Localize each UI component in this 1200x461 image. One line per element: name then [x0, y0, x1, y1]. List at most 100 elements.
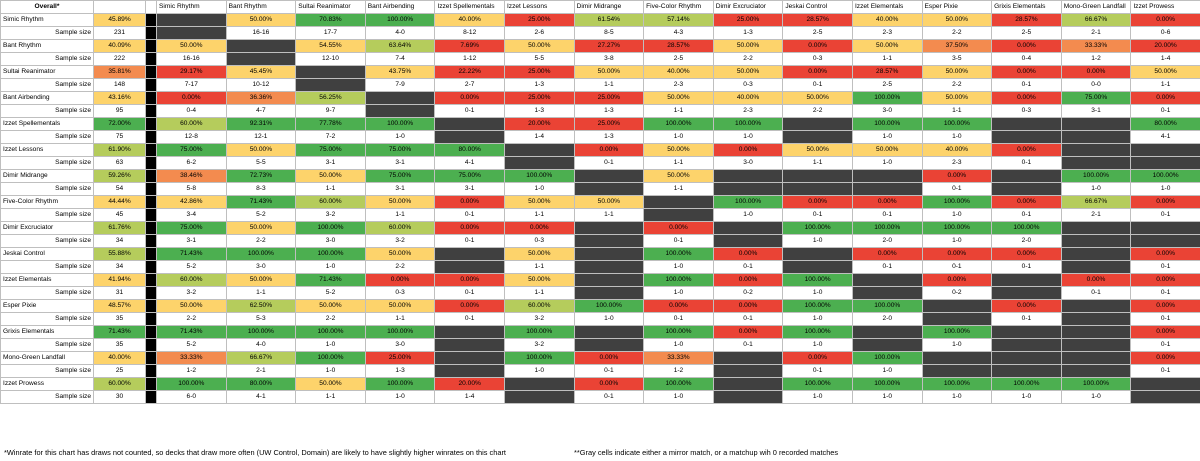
- winrate-cell: 43.75%: [364, 65, 436, 79]
- record-cell: 0-1: [782, 208, 853, 222]
- record-cell: 3-2: [295, 208, 366, 222]
- winrate-cell: 50.00%: [364, 299, 436, 313]
- sample-row-esper-pixie: Sample size 35 2-2 5-3 2-2 1-1 0-1 3-2 1-0 0-1 0-1…: [0, 312, 1200, 326]
- overall-sample-size-jeskai-control: 34: [93, 260, 146, 274]
- record-cell: 0-1: [643, 234, 714, 248]
- winrate-cell: 71.43%: [225, 195, 297, 209]
- record-cell: 2-2: [364, 260, 436, 274]
- winrate-cell: 100.00%: [921, 325, 993, 339]
- record-cell: 12-1: [225, 130, 297, 144]
- gray-cell: [573, 260, 645, 274]
- winrate-cell: 0.00%: [991, 299, 1062, 313]
- record-cell: 1-1: [921, 104, 993, 118]
- separator-cell: [145, 78, 157, 92]
- winrate-cell: 40.00%: [851, 13, 923, 27]
- record-cell: 2-0: [851, 234, 923, 248]
- winrate-cell: 100.00%: [156, 377, 227, 391]
- record-cell: 0-1: [851, 208, 923, 222]
- overall-sample-size-bant-rhythm: 222: [93, 52, 146, 66]
- column-header-izzet-spellementals: Izzet Spellementals: [434, 0, 505, 14]
- winrate-cell: 63.64%: [364, 39, 436, 53]
- gray-cell: [295, 78, 366, 92]
- record-cell: 7-9: [364, 78, 436, 92]
- gray-cell: [991, 286, 1062, 300]
- winrate-cell: 50.00%: [156, 39, 227, 53]
- record-cell: 5-8: [156, 182, 227, 196]
- winrate-cell: 50.00%: [503, 195, 575, 209]
- gray-cell: [1130, 377, 1200, 391]
- winrate-cell: 36.36%: [225, 91, 297, 105]
- record-cell: 0-1: [1130, 312, 1200, 326]
- row-name-five-color-rhythm: Five-Color Rhythm: [0, 195, 94, 209]
- record-cell: 1-0: [851, 130, 923, 144]
- column-header-simic-rhythm: Simic Rhythm: [156, 0, 227, 14]
- record-cell: 2-3: [851, 26, 923, 40]
- separator-cell: [145, 91, 157, 105]
- gray-cell: [921, 351, 993, 365]
- winrate-cell: 100.00%: [851, 117, 923, 131]
- gray-cell: [434, 260, 505, 274]
- record-cell: 0-1: [573, 364, 645, 378]
- gray-cell: [434, 130, 505, 144]
- winrate-cell: 75.00%: [364, 143, 436, 157]
- sample-size-label: Sample size: [0, 156, 94, 170]
- winrate-cell: 80.00%: [225, 377, 297, 391]
- record-cell: 7-2: [295, 130, 366, 144]
- winrate-cell: 0.00%: [712, 273, 784, 287]
- record-cell: 0-1: [712, 312, 784, 326]
- record-cell: 1-0: [295, 364, 366, 378]
- record-cell: 3-1: [364, 156, 436, 170]
- record-cell: 0-1: [1130, 286, 1200, 300]
- record-cell: 0-3: [503, 234, 575, 248]
- record-cell: 0-1: [991, 260, 1062, 274]
- record-cell: 3-1: [156, 234, 227, 248]
- record-cell: 7-17: [156, 78, 227, 92]
- sample-row-izzet-elementals: Sample size 31 3-2 1-1 5-2 0-3 0-1 1-1 1-0 0-2 1-0…: [0, 286, 1200, 300]
- gray-cell: [1060, 325, 1132, 339]
- record-cell: 2-5: [643, 52, 714, 66]
- record-cell: 1-1: [503, 208, 575, 222]
- winrate-cell: 28.57%: [991, 13, 1062, 27]
- winrate-cell: 0.00%: [1130, 195, 1200, 209]
- gray-cell: [851, 182, 923, 196]
- record-cell: 1-0: [712, 208, 784, 222]
- gray-cell: [643, 208, 714, 222]
- record-cell: 1-1: [851, 52, 923, 66]
- matchup-row-five-color-rhythm: Five-Color Rhythm 44.44% 42.86% 71.43% 60.00…: [0, 195, 1200, 209]
- gray-cell: [1060, 247, 1132, 261]
- winrate-cell: 100.00%: [295, 221, 366, 235]
- column-header-izzet-prowess: Izzet Prowess: [1130, 0, 1200, 14]
- separator-cell: [145, 273, 157, 287]
- record-cell: 2-3: [921, 156, 993, 170]
- winrate-cell: 100.00%: [503, 351, 575, 365]
- sample-row-mono-green-landfall: Sample size 25 1-2 2-1 1-0 1-3 1-0 0-1 1-2 0-1 1-0…: [0, 364, 1200, 378]
- record-cell: 1-1: [1130, 78, 1200, 92]
- record-cell: 2-5: [782, 26, 853, 40]
- winrate-cell: 20.00%: [503, 117, 575, 131]
- winrate-cell: 75.00%: [295, 143, 366, 157]
- winrate-cell: 50.00%: [712, 65, 784, 79]
- row-name-bant-airbending: Bant Airbending: [0, 91, 94, 105]
- overall-sample-size-dimir-excruciator: 34: [93, 234, 146, 248]
- winrate-cell: 25.00%: [503, 91, 575, 105]
- gray-cell: [851, 338, 923, 352]
- record-cell: 0-1: [1130, 338, 1200, 352]
- winrate-cell: 100.00%: [1060, 377, 1132, 391]
- overall-sample-size-izzet-spellementals: 75: [93, 130, 146, 144]
- record-cell: 8-3: [225, 182, 297, 196]
- record-cell: 3-1: [295, 156, 366, 170]
- winrate-cell: 0.00%: [1060, 273, 1132, 287]
- winrate-cell: 100.00%: [921, 377, 993, 391]
- column-header-dimir-midrange: Dimir Midrange: [573, 0, 645, 14]
- record-cell: 1-1: [573, 78, 645, 92]
- record-cell: 1-1: [295, 182, 366, 196]
- winrate-cell: 50.00%: [851, 143, 923, 157]
- gray-cell: [851, 273, 923, 287]
- winrate-cell: 40.00%: [643, 65, 714, 79]
- sample-size-label: Sample size: [0, 78, 94, 92]
- gray-cell: [225, 39, 297, 53]
- record-cell: 2-0: [991, 234, 1062, 248]
- record-cell: 2-2: [782, 104, 853, 118]
- row-name-izzet-lessons: Izzet Lessons: [0, 143, 94, 157]
- winrate-cell: 100.00%: [364, 13, 436, 27]
